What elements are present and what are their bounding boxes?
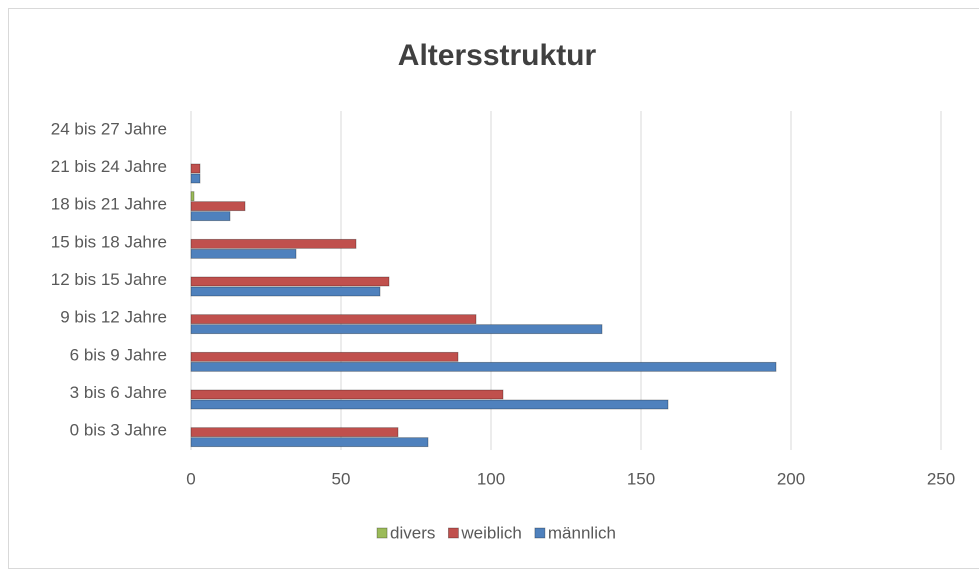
x-tick-label: 50 [332, 469, 351, 488]
y-tick-label: 6 bis 9 Jahre [70, 345, 167, 364]
bar [190, 399, 669, 410]
x-tick-label: 0 [186, 469, 195, 488]
bar [190, 191, 195, 202]
legend-label: weiblich [460, 523, 521, 542]
bar [190, 173, 201, 184]
bar [190, 201, 246, 212]
bar [190, 361, 777, 372]
bar [190, 437, 429, 448]
x-tick-label: 150 [627, 469, 655, 488]
chart-frame [8, 8, 979, 569]
bar [190, 351, 459, 362]
legend-label: divers [390, 523, 435, 542]
legend-marker [448, 527, 459, 539]
y-tick-label: 0 bis 3 Jahre [70, 421, 167, 440]
bar [190, 248, 297, 259]
bar [190, 238, 357, 249]
y-tick-label: 24 bis 27 Jahre [51, 119, 167, 138]
legend-label: männlich [548, 523, 616, 542]
y-tick-label: 9 bis 12 Jahre [60, 308, 167, 327]
bar [190, 286, 381, 297]
chart-title: Altersstruktur [398, 39, 597, 72]
bar [190, 163, 201, 174]
x-tick-label: 100 [477, 469, 505, 488]
y-tick-label: 21 bis 24 Jahre [51, 157, 167, 176]
x-tick-label: 250 [927, 469, 955, 488]
legend-marker [534, 527, 546, 539]
y-tick-label: 18 bis 21 Jahre [51, 195, 167, 214]
bar [190, 427, 399, 438]
bar [190, 389, 504, 400]
bar [190, 211, 231, 222]
bar [190, 324, 603, 335]
x-tick-label: 200 [777, 469, 805, 488]
y-tick-label: 15 bis 18 Jahre [51, 232, 167, 251]
legend-marker [376, 527, 388, 539]
bar [190, 314, 477, 325]
y-tick-label: 12 bis 15 Jahre [51, 270, 167, 289]
y-tick-label: 3 bis 6 Jahre [70, 383, 167, 402]
bar [190, 276, 390, 287]
